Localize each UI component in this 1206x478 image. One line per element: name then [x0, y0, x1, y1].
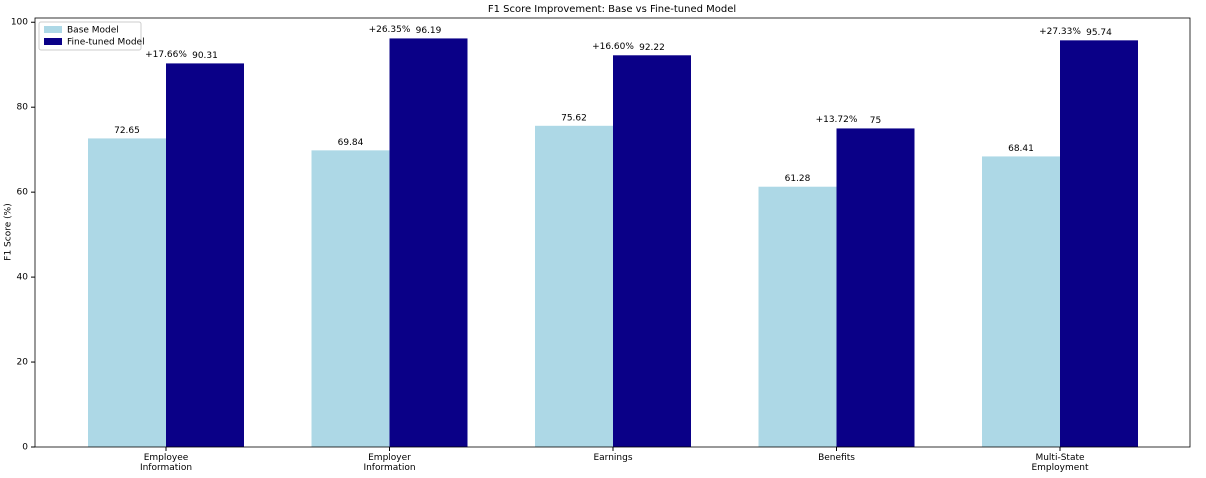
legend-label: Fine-tuned Model: [67, 38, 145, 48]
value-label: 75: [870, 116, 881, 126]
value-label: 90.31: [192, 51, 218, 61]
x-tick-label: Earnings: [593, 453, 633, 463]
legend-box: [38, 21, 142, 51]
y-axis-label: F1 Score (%): [4, 203, 14, 260]
x-tick-label: Employer Information: [363, 453, 416, 473]
bar: [166, 63, 244, 448]
chart-title: F1 Score Improvement: Base vs Fine-tuned…: [488, 4, 736, 15]
y-tick-label: 60: [17, 188, 29, 198]
plot-frame: [34, 17, 1191, 448]
legend-swatch: [44, 38, 62, 45]
value-label: 61.28: [785, 174, 811, 184]
bar: [613, 55, 691, 447]
y-tick-label: 0: [22, 443, 28, 453]
bar: [311, 150, 390, 447]
legend-swatch: [44, 26, 62, 33]
value-label: 75.62: [561, 113, 587, 123]
y-tick-label: 100: [11, 18, 28, 28]
value-label: 95.74: [1086, 28, 1112, 38]
bar: [836, 128, 915, 447]
value-label: 96.19: [416, 26, 442, 36]
x-tick-label: Employee Information: [139, 453, 193, 473]
bar: [1060, 40, 1138, 447]
improvement-label: +16.60%: [592, 42, 634, 52]
value-label: 68.41: [1008, 144, 1034, 154]
bar: [535, 125, 613, 447]
y-tick-label: 20: [17, 358, 29, 368]
legend-label: Base Model: [67, 26, 119, 36]
value-label: 69.84: [338, 138, 364, 148]
bar: [982, 156, 1060, 448]
bar: [88, 138, 166, 447]
improvement-label: +17.66%: [145, 50, 187, 60]
improvement-label: +27.33%: [1039, 27, 1081, 37]
x-tick-label: Benefits: [818, 453, 855, 463]
improvement-label: +13.72%: [816, 115, 858, 125]
bar: [758, 186, 837, 448]
y-tick-label: 80: [17, 103, 29, 113]
bar: [389, 38, 468, 447]
y-tick-label: 40: [17, 273, 29, 283]
value-label: 72.65: [114, 126, 140, 136]
value-label: 92.22: [639, 43, 665, 53]
x-tick-label: Multi-State Employment: [1031, 453, 1089, 473]
improvement-label: +26.35%: [369, 25, 411, 35]
